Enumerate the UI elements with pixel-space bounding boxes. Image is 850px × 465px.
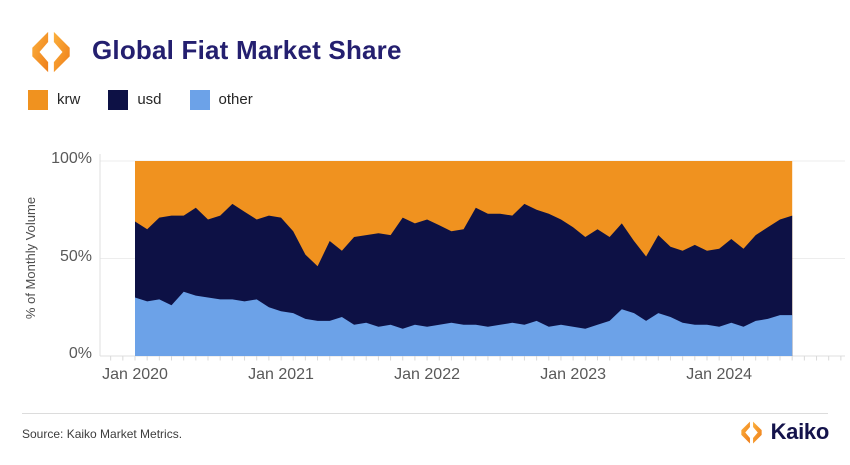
chart-legend: krw usd other	[28, 90, 281, 110]
legend-swatch-krw	[28, 90, 48, 110]
legend-swatch-other	[189, 90, 210, 110]
kaiko-wordmark: Kaiko	[770, 419, 830, 444]
legend-label-other: other	[218, 91, 253, 108]
legend-label-usd: usd	[137, 91, 162, 108]
kaiko-logo-icon	[32, 31, 70, 73]
legend-label-krw: krw	[57, 91, 81, 108]
legend-swatch-usd	[108, 90, 129, 110]
page-title: Global Fiat Market Share	[92, 35, 402, 65]
area-other	[135, 291, 793, 356]
legend-item-usd: usd	[108, 90, 162, 110]
kaiko-footer-logo-icon	[740, 421, 762, 443]
legend-item-krw: krw	[28, 90, 80, 110]
footer-divider	[22, 413, 828, 414]
source-text: Source: Kaiko Market Metrics.	[22, 427, 183, 441]
stacked-area-chart	[99, 154, 845, 361]
legend-item-other: other	[189, 90, 253, 110]
footer-brand: Kaiko	[739, 419, 829, 445]
